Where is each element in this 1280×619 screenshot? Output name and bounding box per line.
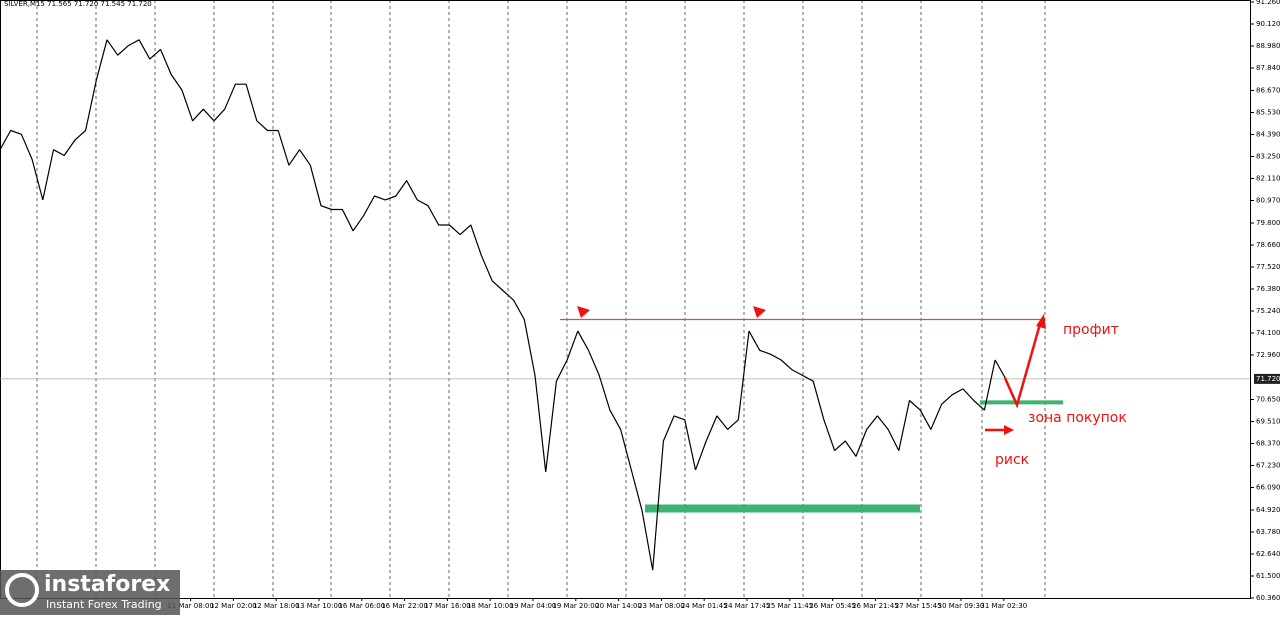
y-tick-label: 60.360 bbox=[1256, 594, 1280, 602]
annotation: риск bbox=[995, 452, 1029, 468]
y-tick-label: 74.100 bbox=[1256, 329, 1280, 337]
y-tick-label: 63.780 bbox=[1256, 528, 1280, 536]
y-tick-label: 76.380 bbox=[1256, 285, 1280, 293]
y-tick-label: 70.650 bbox=[1256, 396, 1280, 404]
y-tick-label: 77.520 bbox=[1256, 263, 1280, 271]
y-tick-label: 64.920 bbox=[1256, 506, 1280, 514]
current-price-box bbox=[1254, 373, 1280, 384]
y-tick-label: 86.670 bbox=[1256, 87, 1280, 95]
y-tick-label: 82.110 bbox=[1256, 174, 1280, 182]
y-tick-label: 69.510 bbox=[1256, 418, 1280, 426]
logo-tagline: Instant Forex Trading bbox=[46, 598, 162, 611]
x-tick-label: 26 Mar 05:45 bbox=[809, 602, 856, 610]
x-tick-label: 25 Mar 11:45 bbox=[766, 602, 813, 610]
y-tick-label: 84.390 bbox=[1256, 131, 1280, 139]
price-line bbox=[0, 39, 1007, 571]
y-tick-label: 67.230 bbox=[1256, 461, 1280, 469]
y-tick-label: 61.500 bbox=[1256, 572, 1280, 580]
x-tick-label: 20 Mar 14:00 bbox=[595, 602, 642, 610]
x-tick-label: 12 Mar 02:00 bbox=[210, 602, 257, 610]
y-tick-label: 90.120 bbox=[1256, 20, 1280, 28]
y-tick-label: 85.530 bbox=[1256, 109, 1280, 117]
x-tick-label: 24 Mar 01:45 bbox=[681, 602, 728, 610]
y-tick-label: 79.800 bbox=[1256, 219, 1280, 227]
x-tick-label: 16 Mar 22:00 bbox=[381, 602, 428, 610]
x-tick-label: 27 Mar 15:45 bbox=[895, 602, 942, 610]
x-tick-label: 31 Mar 02:30 bbox=[980, 602, 1027, 610]
x-tick-label: 17 Mar 16:00 bbox=[424, 602, 471, 610]
x-tick-label: 16 Mar 06:00 bbox=[338, 602, 385, 610]
plot-frame bbox=[0, 0, 1251, 599]
x-tick-label: 11 Mar 08:00 bbox=[167, 602, 214, 610]
y-tick-label: 88.980 bbox=[1256, 42, 1280, 50]
x-tick-label: 26 Mar 21:45 bbox=[852, 602, 899, 610]
current-price-label: 71.720 bbox=[1256, 375, 1280, 383]
y-tick-label: 75.240 bbox=[1256, 307, 1280, 315]
x-tick-label: 19 Mar 20:00 bbox=[552, 602, 599, 610]
x-tick-label: 23 Mar 08:00 bbox=[638, 602, 685, 610]
y-tick-label: 87.840 bbox=[1256, 64, 1280, 72]
x-tick-label: 18 Mar 10:00 bbox=[467, 602, 514, 610]
x-tick-label: 30 Mar 09:30 bbox=[938, 602, 985, 610]
logo: instaforex Instant Forex Trading bbox=[0, 570, 180, 615]
y-tick-label: 66.090 bbox=[1256, 483, 1280, 491]
logo-name: instaforex bbox=[44, 572, 170, 597]
y-tick-label: 78.660 bbox=[1256, 241, 1280, 249]
x-tick-label: 13 Mar 10:00 bbox=[296, 602, 343, 610]
header: SILVER,M15 71.565 71.720 71.545 71.720 bbox=[4, 0, 152, 8]
time-grid bbox=[36, 0, 1046, 598]
y-tick-label: 91.260 bbox=[1256, 0, 1280, 6]
y-tick-label: 80.970 bbox=[1256, 196, 1280, 204]
y-tick-label: 72.960 bbox=[1256, 351, 1280, 359]
x-tick-label: 19 Mar 04:00 bbox=[510, 602, 557, 610]
annotation: профит bbox=[1063, 322, 1119, 338]
x-tick-label: 12 Mar 18:00 bbox=[253, 602, 300, 610]
y-tick-label: 83.250 bbox=[1256, 152, 1280, 160]
arrows bbox=[577, 306, 1046, 435]
y-tick-label: 62.640 bbox=[1256, 550, 1280, 558]
y-tick-label: 68.370 bbox=[1256, 440, 1280, 448]
x-tick-label: 24 Mar 17:45 bbox=[724, 602, 771, 610]
annotation: зона покупок bbox=[1028, 410, 1127, 426]
